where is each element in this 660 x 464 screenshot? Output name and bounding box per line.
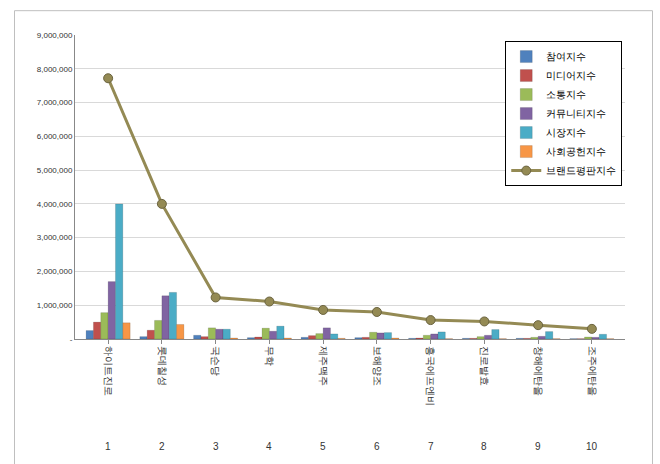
svg-text:7: 7 (428, 441, 434, 452)
svg-text:국순당: 국순당 (210, 346, 221, 376)
svg-text:조주에탄올: 조주에탄올 (587, 346, 598, 396)
svg-text:3,000,000: 3,000,000 (37, 233, 73, 242)
svg-text:1,000,000: 1,000,000 (37, 301, 73, 310)
svg-text:미디어지수: 미디어지수 (546, 70, 596, 81)
svg-text:2,000,000: 2,000,000 (37, 267, 73, 276)
svg-text:창해에탄올: 창해에탄올 (533, 346, 544, 396)
svg-text:4: 4 (266, 441, 272, 452)
svg-text:7,000,000: 7,000,000 (37, 98, 73, 107)
svg-text:소통지수: 소통지수 (546, 89, 586, 100)
svg-text:10: 10 (586, 441, 598, 452)
svg-text:5: 5 (320, 441, 326, 452)
svg-text:8: 8 (481, 441, 487, 452)
svg-text:롯데칠성: 롯데칠성 (157, 346, 168, 386)
svg-text:6,000,000: 6,000,000 (37, 132, 73, 141)
svg-text:커뮤니티지수: 커뮤니티지수 (546, 108, 606, 119)
svg-text:제주맥주: 제주맥주 (318, 346, 329, 386)
svg-text:8,000,000: 8,000,000 (37, 65, 73, 74)
svg-text:2: 2 (159, 441, 165, 452)
svg-text:9,000,000: 9,000,000 (37, 31, 73, 40)
svg-text:흥국에프엔비: 흥국에프엔비 (425, 346, 436, 406)
svg-text:참여지수: 참여지수 (546, 51, 586, 62)
svg-text:4,000,000: 4,000,000 (37, 200, 73, 209)
svg-text:브랜드평판지수: 브랜드평판지수 (546, 165, 616, 176)
svg-text:사회공헌지수: 사회공헌지수 (546, 146, 606, 157)
svg-text:보해양조: 보해양조 (372, 346, 383, 386)
svg-text:진로발효: 진로발효 (479, 346, 490, 386)
svg-text:6: 6 (374, 441, 380, 452)
svg-text:무학: 무학 (264, 346, 275, 366)
svg-text:하이트진로: 하이트진로 (103, 346, 114, 396)
svg-text:시장지수: 시장지수 (546, 127, 586, 138)
svg-text:3: 3 (213, 441, 219, 452)
svg-text:5,000,000: 5,000,000 (37, 166, 73, 175)
svg-text:-: - (70, 335, 73, 344)
svg-text:9: 9 (535, 441, 541, 452)
svg-text:1: 1 (105, 441, 111, 452)
